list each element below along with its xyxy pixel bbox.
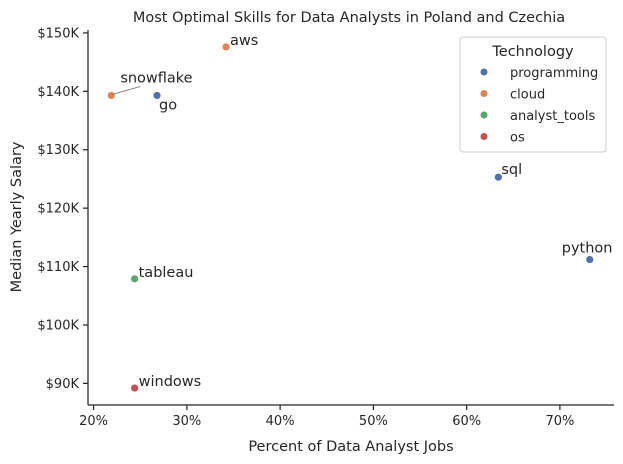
label-sql: sql [501,162,522,178]
legend-label-cloud: cloud [510,88,545,103]
y-tick-label: $150K [37,26,79,41]
point-windows [130,383,140,393]
legend-label-programming: programming [510,66,598,81]
y-tick-label: $120K [37,202,79,217]
data-labels: python sql go aws snowflake tableau windows [112,33,612,390]
label-tableau: tableau [139,265,194,281]
point-aws [221,42,231,52]
x-axis-label: Percent of Data Analyst Jobs [248,439,453,455]
y-tick-label: $100K [37,318,79,333]
point-tableau [130,274,140,284]
x-tick-label: 20% [79,414,108,429]
point-go [152,91,162,100]
legend-marker-os [480,133,488,140]
point-snowflake [106,91,116,100]
legend-frame [459,36,607,153]
label-go: go [159,97,177,113]
y-axis-label: Median Yearly Salary [9,141,25,292]
chart-title: Most Optimal Skills for Data Analysts in… [133,10,565,26]
x-tick-label: 60% [452,414,481,429]
x-tick-label: 40% [266,414,295,429]
data-points [106,42,595,393]
label-python: python [562,241,613,257]
y-tick-label: $110K [37,260,79,275]
x-axis: 20% 30% 40% 50% 60% 70% [79,404,614,429]
legend-marker-analyst_tools [480,111,488,119]
label-windows: windows [139,374,202,390]
leader-line-snowflake [112,85,141,95]
x-tick-label: 50% [359,414,388,429]
legend-marker-cloud [480,90,488,97]
legend: Technology programming cloud analyst_tools… [459,36,607,153]
y-tick-label: $140K [37,85,79,100]
label-aws: aws [230,33,258,49]
legend-label-analyst_tools: analyst_tools [510,109,595,124]
point-python [585,255,595,264]
y-axis: $90K $100K $110K $120K $130K $140K $150K [37,26,89,405]
label-snowflake: snowflake [120,70,192,86]
legend-title: Technology [491,44,574,60]
point-sql [493,172,503,182]
x-tick-label: 30% [172,414,201,429]
y-tick-label: $130K [37,143,79,158]
legend-label-os: os [510,131,525,146]
legend-marker-programming [480,68,488,76]
y-tick-label: $90K [46,377,80,392]
x-tick-label: 70% [545,414,574,429]
